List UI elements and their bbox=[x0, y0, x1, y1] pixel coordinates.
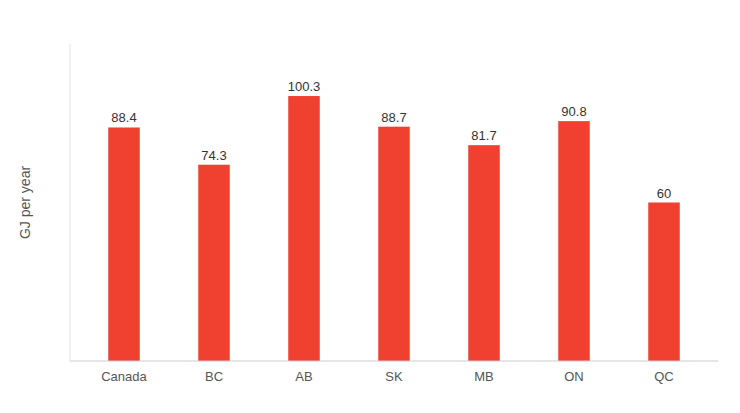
bar bbox=[378, 127, 410, 361]
y-axis-line bbox=[70, 44, 71, 361]
bar bbox=[558, 121, 590, 361]
chart-svg: 88.4 74.3 100.3 88.7 81.7 90.8 60 Canada BC AB SK M… bbox=[0, 0, 740, 413]
page: {"chart_data": {"type": "bar", "categori… bbox=[0, 0, 740, 413]
data-label: 90.8 bbox=[561, 104, 586, 119]
x-axis-line bbox=[70, 361, 718, 362]
bars bbox=[108, 96, 680, 361]
data-label: 81.7 bbox=[471, 128, 496, 143]
data-label: 88.7 bbox=[381, 110, 406, 125]
bar bbox=[648, 203, 680, 362]
data-label: 60 bbox=[657, 186, 671, 201]
bar bbox=[468, 145, 500, 361]
data-label: 100.3 bbox=[288, 79, 321, 94]
x-tick-label: MB bbox=[474, 369, 494, 384]
x-tick-label: ON bbox=[564, 369, 584, 384]
data-label: 88.4 bbox=[111, 110, 136, 125]
x-tick-label: QC bbox=[654, 369, 674, 384]
bar bbox=[288, 96, 320, 361]
chart-container: 88.4 74.3 100.3 88.7 81.7 90.8 60 Canada BC AB SK M… bbox=[0, 0, 740, 413]
x-tick-label: SK bbox=[385, 369, 403, 384]
bar bbox=[198, 165, 230, 361]
x-tick-label: BC bbox=[205, 369, 223, 384]
data-label: 74.3 bbox=[201, 148, 226, 163]
y-axis-label: GJ per year bbox=[17, 166, 33, 239]
bar bbox=[108, 127, 140, 361]
x-tick-label: Canada bbox=[101, 369, 147, 384]
x-tick-label: AB bbox=[295, 369, 312, 384]
